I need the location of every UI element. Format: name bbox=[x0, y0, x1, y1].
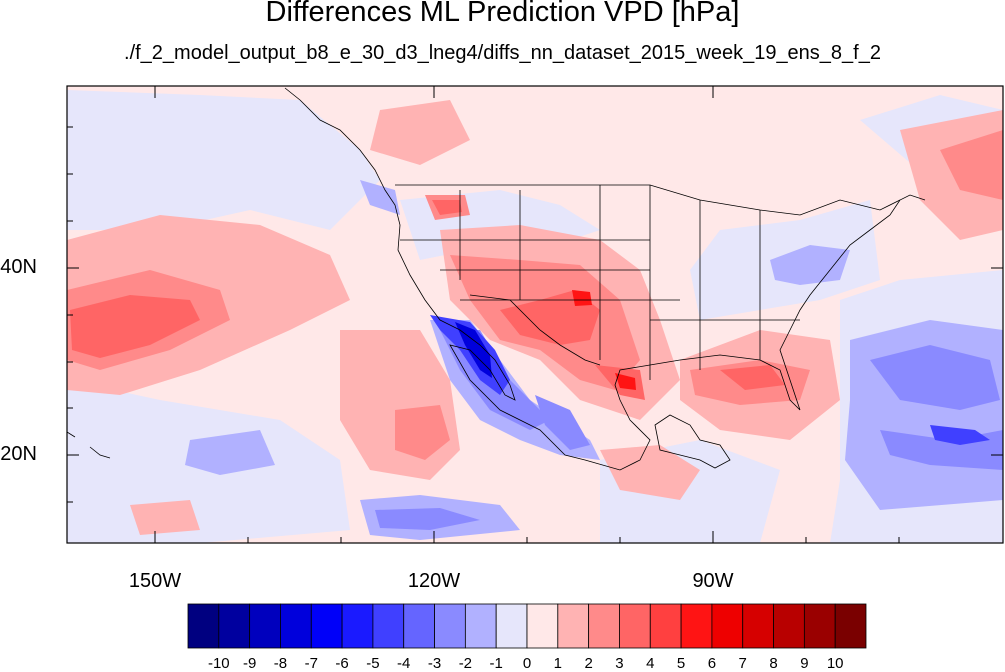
colorbar-label: -2 bbox=[458, 655, 473, 672]
coastlines bbox=[67, 87, 926, 471]
colorbar-label: 8 bbox=[769, 655, 778, 672]
colorbar-box bbox=[495, 603, 528, 649]
colorbar-label: 10 bbox=[826, 655, 844, 672]
lat-label-20n: 20N bbox=[0, 443, 37, 465]
lat-label-40n: 40N bbox=[0, 256, 37, 278]
colorbar-box bbox=[218, 603, 251, 649]
colorbar-box bbox=[680, 603, 713, 649]
colorbar-label: -10 bbox=[207, 655, 230, 672]
colorbar-box bbox=[773, 603, 805, 649]
field-red-6 bbox=[572, 290, 636, 390]
colorbar-box bbox=[834, 603, 867, 649]
map-field bbox=[67, 86, 1003, 543]
colorbar-label: 3 bbox=[615, 655, 624, 672]
colorbar-label: -4 bbox=[397, 655, 411, 672]
lon-label-90w: 90W bbox=[692, 570, 734, 592]
colorbar-box bbox=[310, 603, 343, 649]
colorbar-box bbox=[434, 603, 466, 649]
colorbar-label: -8 bbox=[273, 655, 288, 672]
axis-ticks bbox=[67, 86, 1003, 543]
lon-label-150w: 150W bbox=[128, 570, 182, 592]
colorbar-label: 0 bbox=[522, 655, 532, 672]
colorbar-label: -5 bbox=[366, 655, 380, 672]
colorbar-label: -9 bbox=[242, 655, 257, 672]
chart-subtitle: ./f_2_model_output_b8_e_30_d3_lneg4/diff… bbox=[124, 42, 881, 64]
colorbar-box bbox=[249, 603, 281, 649]
colorbar-box bbox=[649, 603, 682, 649]
colorbar-box bbox=[280, 603, 312, 649]
colorbar bbox=[187, 603, 867, 649]
colorbar-label: 2 bbox=[584, 655, 593, 672]
colorbar-box bbox=[742, 603, 774, 649]
colorbar-box bbox=[464, 603, 497, 649]
colorbar-box bbox=[803, 603, 836, 649]
lon-label-120w: 120W bbox=[407, 570, 461, 592]
field-blue-7 bbox=[455, 322, 492, 378]
colorbar-box bbox=[403, 603, 435, 649]
colorbar-label: 1 bbox=[553, 655, 562, 672]
colorbar-box bbox=[526, 603, 559, 649]
colorbar-label: 5 bbox=[676, 655, 686, 672]
colorbar-label: 4 bbox=[646, 655, 655, 672]
colorbar-label: -1 bbox=[489, 655, 503, 672]
colorbar-box bbox=[372, 603, 405, 649]
colorbar-label: -6 bbox=[335, 655, 349, 672]
colorbar-box bbox=[341, 603, 374, 649]
colorbar-box bbox=[588, 603, 620, 649]
chart-title: Differences ML Prediction VPD [hPa] bbox=[265, 0, 740, 28]
colorbar-box bbox=[711, 603, 744, 649]
colorbar-label: 7 bbox=[738, 655, 747, 672]
colorbar-box bbox=[557, 603, 590, 649]
colorbar-label: -7 bbox=[304, 655, 318, 672]
colorbar-label: 6 bbox=[707, 655, 717, 672]
colorbar-box bbox=[619, 603, 651, 649]
colorbar-box bbox=[187, 603, 220, 649]
colorbar-label: 9 bbox=[800, 655, 809, 672]
colorbar-label: -3 bbox=[427, 655, 442, 672]
